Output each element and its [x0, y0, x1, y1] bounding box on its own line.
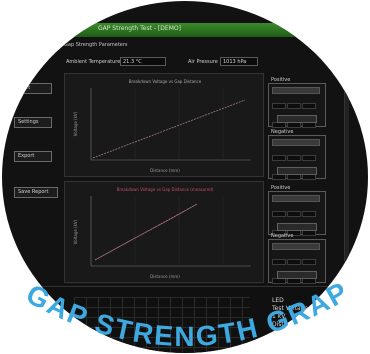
plot-bottom-title: Breakdown Voltage vs Gap Distance (measu…	[117, 187, 214, 192]
table-cell[interactable]	[287, 211, 301, 217]
air-pressure-label: Air Pressure	[188, 59, 218, 65]
plot-top-series-line	[92, 99, 246, 159]
plot-bottom: Breakdown Voltage vs Gap Distance (measu…	[64, 181, 264, 283]
window-title: GAP Strength Test - [DEMO]	[98, 25, 181, 32]
table-header	[272, 195, 320, 202]
table-cell[interactable]	[272, 155, 286, 161]
plot-top-title: Breakdown Voltage vs Gap Distance	[129, 79, 202, 84]
window-titlebar: GAP Strength Test - [DEMO]	[2, 23, 368, 37]
table-cell[interactable]	[302, 259, 316, 265]
readout-heading: LED	[272, 297, 284, 304]
plot-bottom-canvas: Breakdown Voltage vs Gap Distance (measu…	[73, 187, 251, 279]
table-header	[272, 243, 320, 250]
table-cell[interactable]	[287, 103, 301, 109]
plot-top: Breakdown Voltage vs Gap Distance Distan…	[64, 73, 264, 177]
plot-bottom-ylabel: Voltage (kV)	[73, 219, 78, 244]
bottom-graph-grid	[74, 297, 250, 353]
plot-bottom-xlabel: Distance (mm)	[150, 274, 180, 279]
side-group-positive-2: Positive	[268, 185, 326, 236]
table-cell[interactable]	[287, 155, 301, 161]
readout-line: Distance	[272, 321, 299, 328]
side-group-negative-1: Negative	[268, 129, 326, 180]
apply-button[interactable]	[277, 223, 317, 231]
plot-top-xlabel: Distance (mm)	[150, 168, 180, 173]
settings-button[interactable]: Settings	[14, 117, 52, 128]
table-cell[interactable]	[302, 103, 316, 109]
plot-top-ylabel: Voltage (kV)	[73, 111, 78, 136]
table-cell[interactable]	[272, 211, 286, 217]
table-cell[interactable]	[287, 259, 301, 265]
apply-button[interactable]	[277, 115, 317, 123]
side-group-table	[272, 243, 320, 288]
table-header	[272, 87, 320, 94]
side-group-title: Positive	[271, 185, 291, 191]
table-header	[272, 139, 320, 146]
vertical-scrollbar[interactable]	[344, 61, 349, 261]
plot-bottom-series-curve	[94, 203, 198, 261]
start-button[interactable]: Start	[14, 83, 52, 94]
ambient-input[interactable]: 21.3 °C	[120, 57, 166, 66]
ambient-label: Ambient Temperature	[66, 59, 121, 65]
export-button[interactable]: Export	[14, 151, 52, 162]
air-pressure-input[interactable]: 1013 hPa	[220, 57, 258, 66]
side-group-positive-1: Positive	[268, 77, 326, 128]
readout-panel: LED Test Voltage 1 kV Distance	[272, 297, 308, 329]
save-report-button[interactable]: Save Report	[14, 187, 58, 198]
side-group-title: Positive	[271, 77, 291, 83]
side-group-table	[272, 195, 320, 240]
readout-line: Test Voltage	[272, 305, 309, 312]
side-group-title: Negative	[271, 233, 294, 239]
plot-top-canvas: Breakdown Voltage vs Gap Distance Distan…	[73, 79, 251, 173]
table-cell[interactable]	[272, 103, 286, 109]
side-group-table	[272, 87, 320, 132]
apply-button[interactable]	[277, 271, 317, 279]
readout-line: 1 kV	[272, 313, 286, 320]
side-group-negative-2: Negative	[268, 233, 326, 284]
table-cell[interactable]	[302, 155, 316, 161]
table-cell[interactable]	[272, 259, 286, 265]
apply-button[interactable]	[277, 167, 317, 175]
side-group-title: Negative	[271, 129, 294, 135]
table-cell[interactable]	[302, 211, 316, 217]
panel-title: Gap Strength Parameters	[64, 42, 128, 48]
side-group-table	[272, 139, 320, 184]
